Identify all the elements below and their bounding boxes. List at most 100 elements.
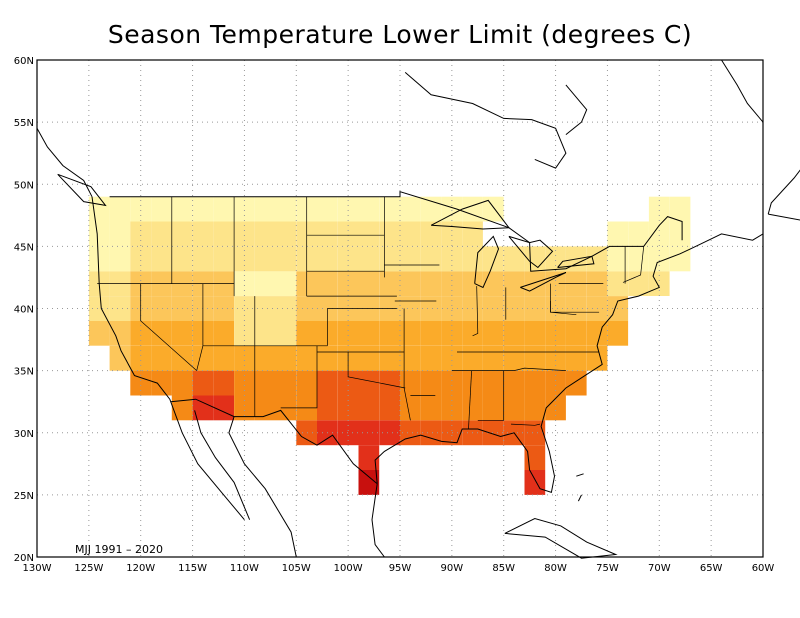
temperature-cell [483, 345, 504, 371]
temperature-cell [130, 246, 151, 272]
temperature-cell [400, 271, 421, 296]
temperature-cell [337, 246, 359, 272]
lat-tick-label: 25N [14, 491, 34, 502]
temperature-cell [234, 320, 255, 346]
temperature-cell [524, 420, 546, 446]
temperature-cell [254, 370, 276, 396]
temperature-cell [524, 271, 546, 296]
temperature-cell [441, 271, 463, 296]
temperature-cell [441, 196, 463, 222]
temperature-cell [503, 296, 525, 321]
state-border [472, 286, 479, 337]
lon-tick-label: 115W [178, 563, 207, 574]
outline-path [504, 517, 618, 559]
temperature-cell [379, 196, 400, 222]
temperature-cell [524, 370, 546, 396]
temperature-cell [171, 196, 193, 222]
temperature-cell [358, 370, 380, 396]
temperature-cell [545, 370, 566, 396]
temperature-cell [524, 320, 546, 346]
temperature-cell [254, 271, 276, 296]
period-label: MJJ 1991 – 2020 [75, 543, 163, 556]
temperature-cell [337, 320, 359, 346]
outline-path [109, 191, 683, 272]
temperature-cell [483, 370, 504, 396]
temperature-cell [171, 395, 193, 421]
temperature-cell [379, 221, 400, 247]
temperature-cell [420, 296, 442, 321]
temperature-cell [358, 221, 380, 247]
lat-tick-label: 60N [14, 56, 34, 67]
lon-tick-label: 85W [492, 563, 515, 574]
lat-tick-label: 20N [14, 553, 34, 564]
temperature-cell [337, 370, 359, 396]
temperature-cell [420, 320, 442, 346]
temperature-cell [337, 395, 359, 421]
lon-tick-label: 100W [334, 563, 363, 574]
lon-tick-label: 130W [23, 563, 52, 574]
temperature-cell [234, 221, 255, 247]
temperature-cell [296, 296, 317, 321]
temperature-cell [109, 320, 131, 346]
temperature-cell [483, 296, 504, 321]
temperature-cell [586, 246, 608, 272]
temperature-cell [358, 271, 380, 296]
temperature-cell [420, 221, 442, 247]
temperature-cell [109, 296, 131, 321]
temperature-cell [254, 221, 276, 247]
temperature-cell [648, 196, 670, 222]
outline-path [228, 416, 297, 558]
temperature-cell [296, 420, 317, 446]
temperature-cell [275, 246, 297, 272]
temperature-cell [420, 395, 442, 421]
temperature-cell [420, 345, 442, 371]
lon-tick-label: 75W [596, 563, 619, 574]
outline-path [557, 255, 595, 268]
outline-path [371, 483, 385, 558]
temperature-cell [234, 271, 255, 296]
temperature-cell [462, 271, 483, 296]
temperature-cell [441, 221, 463, 247]
temperature-cell [296, 370, 317, 396]
temperature-cell [379, 370, 400, 396]
temperature-cell [441, 420, 463, 446]
temperature-cell [503, 271, 525, 296]
temperature-cell [628, 221, 649, 247]
temperature-cell [317, 345, 338, 371]
temperature-cell [400, 246, 421, 272]
temperature-cell [171, 246, 193, 272]
outline-path [57, 173, 107, 207]
outline-path [767, 169, 800, 221]
temperature-cell [524, 470, 546, 495]
temperature-cell [358, 246, 380, 272]
state-border [550, 301, 577, 316]
temperature-cell [524, 395, 546, 421]
temperature-cell [234, 296, 255, 321]
temperature-cell [524, 296, 546, 321]
temperature-cell [296, 320, 317, 346]
temperature-cell [88, 246, 110, 272]
temperature-cell [254, 296, 276, 321]
lat-tick-label: 50N [14, 180, 34, 191]
outline-path [474, 235, 500, 289]
state-border [317, 351, 406, 389]
temperature-cell [524, 445, 546, 470]
lon-tick-labels: 130W 125W 120W 115W 110W 105W 100W 95W 90W 85W 80W… [23, 563, 775, 574]
temperature-cell [192, 345, 214, 371]
temperature-cell [400, 395, 421, 421]
outline-path [565, 84, 588, 135]
temperature-cell [400, 320, 421, 346]
temperature-cell [420, 370, 442, 396]
temperature-cell [213, 320, 234, 346]
temperature-cell [358, 196, 380, 222]
temperature-cell [545, 246, 566, 272]
temperature-cell [109, 345, 131, 371]
temperature-cell [151, 345, 172, 371]
temperature-cell [400, 196, 421, 222]
temperature-cell [337, 420, 359, 446]
temperature-cell [483, 271, 504, 296]
temperature-cell [151, 370, 172, 396]
temperature-cell [441, 246, 463, 272]
outline-path [508, 235, 554, 269]
outline-path [194, 410, 251, 520]
